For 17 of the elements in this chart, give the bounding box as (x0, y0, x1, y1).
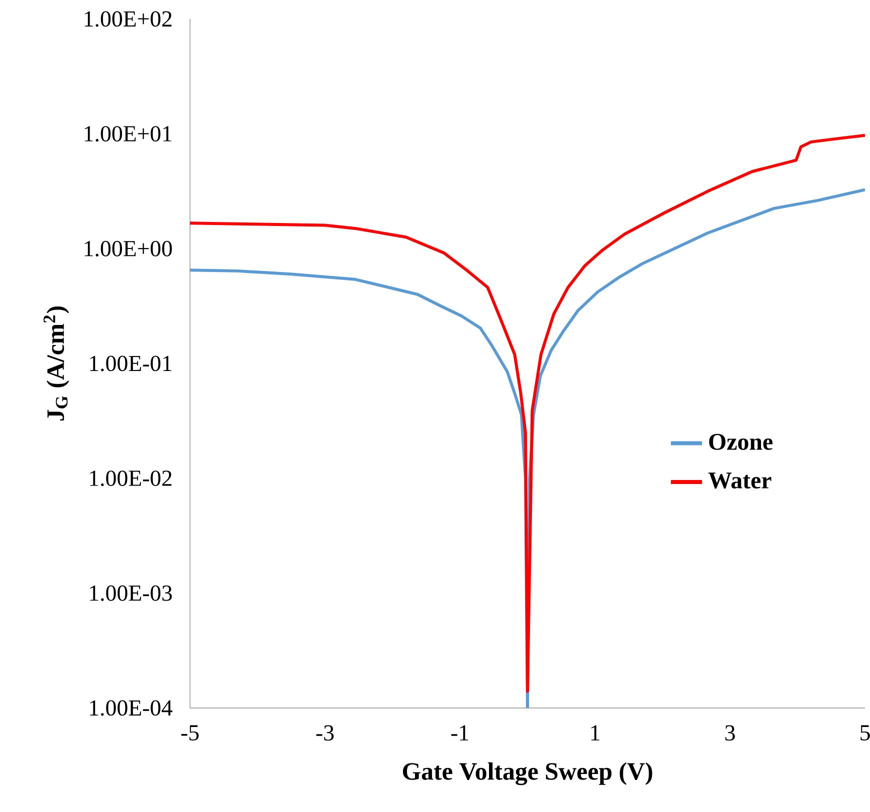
y-axis-title: J$_{G}$ (A/cm$^{2}$) (44, 306, 70, 421)
y-tick-label: 1.00E-01 (90, 356, 172, 372)
legend-label: Water (708, 472, 772, 489)
y-tick-label: 1.00E+00 (84, 240, 172, 256)
y-tick-label: 1.00E+01 (84, 126, 172, 142)
x-tick-label: -1 (451, 725, 468, 740)
x-tick-label: -5 (181, 725, 199, 740)
x-tick-label: 3 (725, 725, 735, 741)
x-tick-label: -3 (316, 725, 334, 741)
y-tick-label: 1.00E+02 (84, 11, 172, 27)
x-tick-label: 5 (860, 725, 870, 740)
y-tick-label: 1.00E-03 (90, 585, 172, 601)
legend-label: Ozone (709, 434, 772, 450)
x-tick-label: 1 (591, 725, 600, 740)
x-axis-title: Gate Voltage Sweep (V) (402, 762, 652, 786)
y-tick-label: 1.00E-02 (90, 470, 172, 486)
y-tick-label: 1.00E-04 (90, 700, 172, 716)
